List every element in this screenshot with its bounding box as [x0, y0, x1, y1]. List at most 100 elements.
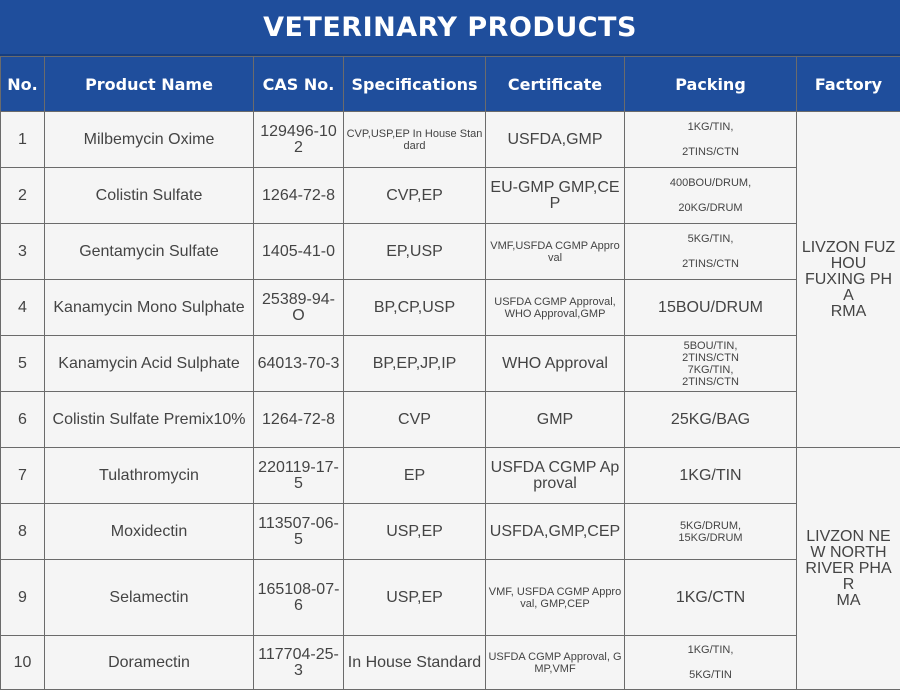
cell-no-text: 9 — [18, 588, 27, 606]
cell-product-name: Selamectin — [44, 559, 254, 636]
cell-product-name: Kanamycin Acid Sulphate — [44, 335, 254, 392]
table-row: 8 Moxidectin 113507-06- 5 USP,EP USFDA,GMP,C… — [0, 503, 900, 560]
cell-cas-no: 113507-06- 5 — [253, 503, 344, 560]
cell-specifications-text: EP — [403, 466, 426, 484]
cell-product-name-text: Colistin Sulfate Premix10% — [52, 410, 246, 428]
table-row: 1 Milbemycin Oxime 129496-10 2 CVP,USP,EP I… — [0, 111, 900, 448]
cell-no: 10 — [0, 635, 45, 690]
cell-cas-no: 220119-17- 5 — [253, 447, 344, 504]
cell-specifications: USP,EP — [343, 559, 486, 636]
cell-no-text: 10 — [13, 653, 32, 671]
cell-cas-no: 1264-72-8 — [253, 167, 344, 224]
col-header-product-name: Product Name — [44, 56, 254, 112]
factory-name: LIVZON NE W NORTH RIVER PHAR MA — [805, 527, 892, 609]
col-header-factory: Factory — [796, 56, 900, 112]
packing-line: 5KG/TIN, — [687, 232, 734, 245]
cell-product-name-text: Kanamycin Mono Sulphate — [53, 298, 245, 316]
cell-cas-no: 1264-72-8 — [253, 391, 344, 448]
cell-certificate: EU-GMP GMP,CEP — [485, 167, 625, 224]
cell-certificate: VMF, USFDA CGMP Approval, GMP,CEP — [485, 559, 625, 636]
cell-product-name-text: Gentamycin Sulfate — [79, 242, 219, 260]
col-header-certificate: Certificate — [485, 56, 625, 112]
cell-specifications-text: In House Standard — [347, 653, 482, 671]
cell-packing: 15BOU/DRUM — [624, 279, 797, 336]
cell-no: 1 — [0, 111, 45, 168]
cell-packing: 5KG/DRUM, 15KG/DRUM — [624, 503, 797, 560]
cell-product-name-text: Milbemycin Oxime — [83, 130, 215, 148]
table-row: 6 Colistin Sulfate Premix10% 1264-72-8 CVP G… — [0, 391, 900, 448]
table-row: 2 Colistin Sulfate 1264-72-8 CVP,EP EU-GMP G… — [0, 167, 900, 224]
cell-packing: 1KG/TIN, 5KG/TIN — [624, 635, 797, 690]
cell-cas-no-text: 64013-70-3 — [257, 354, 340, 372]
cell-cas-no-text: 1264-72-8 — [262, 186, 335, 204]
cell-no: 6 — [0, 391, 45, 448]
cell-specifications-text: BP,CP,USP — [373, 298, 456, 316]
cell-cas-no: 64013-70-3 — [253, 335, 344, 392]
cell-certificate-text: USFDA CGMP Approval — [490, 458, 620, 492]
cell-product-name: Moxidectin — [44, 503, 254, 560]
table-row: 7 Tulathromycin 220119-17- 5 EP USFDA CGMP A… — [0, 447, 900, 690]
cell-cas-no-text: 220119-17- 5 — [258, 458, 339, 492]
cell-cas-no-text: 165108-07- 6 — [257, 580, 340, 614]
cell-no: 9 — [0, 559, 45, 636]
cell-cas-no: 117704-25- 3 — [253, 635, 344, 690]
packing-line: 2TINS/CTN — [682, 375, 739, 388]
cell-product-name-text: Doramectin — [108, 653, 190, 671]
cell-no: 3 — [0, 223, 45, 280]
table-body: 1 Milbemycin Oxime 129496-10 2 CVP,USP,EP I… — [0, 111, 900, 690]
table-row: 10 Doramectin 117704-25- 3 In House Standar… — [0, 635, 900, 690]
packing-line: 5KG/DRUM, — [679, 519, 742, 532]
cell-product-name-text: Colistin Sulfate — [95, 186, 203, 204]
cell-specifications: BP,CP,USP — [343, 279, 486, 336]
cell-product-name-text: Selamectin — [109, 588, 189, 606]
cell-packing: 1KG/CTN — [624, 559, 797, 636]
cell-no: 7 — [0, 447, 45, 504]
cell-specifications-text: BP,EP,JP,IP — [372, 354, 457, 372]
table-row: 9 Selamectin 165108-07- 6 USP,EP VMF, USFDA … — [0, 559, 900, 636]
packing-line: 25KG/BAG — [670, 410, 751, 428]
cell-no-text: 1 — [18, 130, 27, 148]
packing-line: 2TINS/CTN — [682, 257, 739, 270]
cell-cas-no-text: 1405-41-0 — [262, 242, 335, 260]
packing-line: 5BOU/TIN, — [683, 339, 738, 352]
packing-line: 2TINS/CTN — [682, 145, 739, 158]
cell-cas-no-text: 113507-06- 5 — [258, 514, 339, 548]
packing-line: 1KG/TIN — [679, 466, 742, 484]
cell-specifications-text: USP,EP — [386, 522, 443, 540]
cell-no-text: 7 — [18, 466, 27, 484]
packing-line: 15BOU/DRUM — [658, 298, 763, 316]
cell-no-text: 4 — [18, 298, 27, 316]
cell-packing: 5BOU/TIN, 2TINS/CTN 7KG/TIN, 2TINS/CTN — [624, 335, 797, 392]
cell-no-text: 6 — [18, 410, 27, 428]
cell-cas-no-text: 1264-72-8 — [262, 410, 335, 428]
cell-certificate-text: EU-GMP GMP,CEP — [490, 178, 620, 212]
cell-specifications-text: USP,EP — [386, 588, 443, 606]
cell-specifications-text: CVP,EP — [386, 186, 443, 204]
cell-specifications-text: CVP — [398, 410, 431, 428]
cell-specifications: In House Standard — [343, 635, 486, 690]
table-row: 3 Gentamycin Sulfate 1405-41-0 EP,USP VMF,US… — [0, 223, 900, 280]
cell-no: 2 — [0, 167, 45, 224]
packing-line: 1KG/CTN — [675, 588, 746, 606]
cell-certificate-text: USFDA,GMP — [507, 130, 603, 148]
packing-line: 1KG/TIN, — [687, 120, 734, 133]
col-header-cas-no: CAS No. — [253, 56, 344, 112]
cell-certificate: USFDA,GMP — [485, 111, 625, 168]
cell-product-name-text: Moxidectin — [110, 522, 188, 540]
cell-certificate-text: VMF,USFDA CGMP Approval — [490, 239, 620, 264]
cell-product-name: Tulathromycin — [44, 447, 254, 504]
col-header-specifications: Specifications — [343, 56, 486, 112]
cell-factory: LIVZON FUZ HOU FUXING PHA RMA — [796, 111, 900, 448]
cell-specifications: CVP,USP,EP In House Standard — [343, 111, 486, 168]
col-header-packing: Packing — [624, 56, 797, 112]
packing-line: 15KG/DRUM — [678, 531, 743, 544]
cell-specifications-text: CVP,USP,EP In House Standard — [346, 127, 483, 152]
cell-packing: 5KG/TIN, 2TINS/CTN — [624, 223, 797, 280]
cell-cas-no: 165108-07- 6 — [253, 559, 344, 636]
cell-specifications: CVP,EP — [343, 167, 486, 224]
cell-certificate-text: USFDA,GMP,CEP — [489, 522, 621, 540]
cell-specifications: EP — [343, 447, 486, 504]
cell-cas-no: 25389-94- O — [253, 279, 344, 336]
cell-certificate-text: GMP — [536, 410, 574, 428]
cell-product-name: Doramectin — [44, 635, 254, 690]
